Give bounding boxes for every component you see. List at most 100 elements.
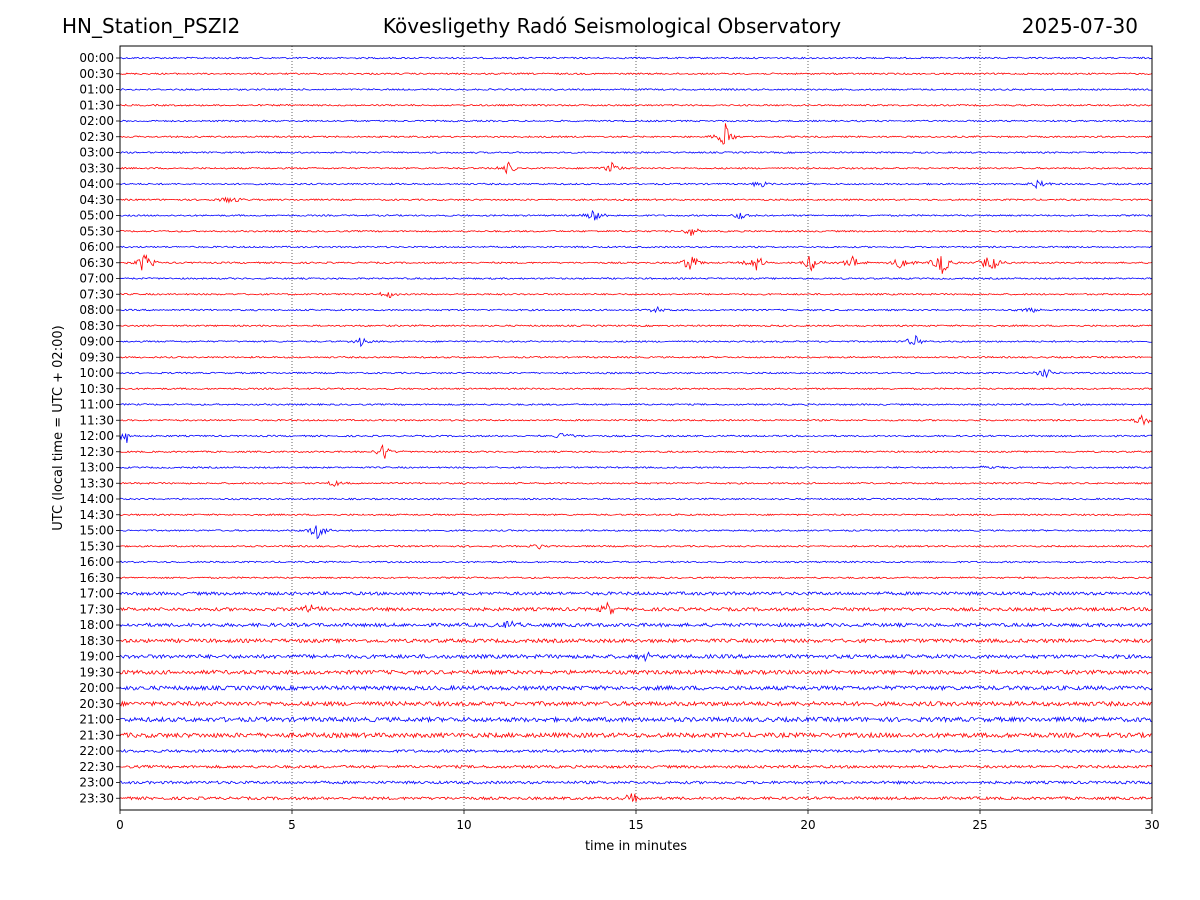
y-tick-label: 15:30 (79, 539, 114, 553)
trace-line (119, 601, 1153, 615)
station-name: HN_Station_PSZI2 (62, 14, 241, 38)
y-tick-label: 16:30 (79, 571, 114, 585)
trace-line (119, 780, 1153, 785)
trace-line (119, 525, 1153, 540)
y-tick-label: 16:00 (79, 555, 114, 569)
y-tick-label: 12:00 (79, 429, 114, 443)
y-tick-label: 05:00 (79, 209, 114, 223)
y-tick-label: 12:30 (79, 445, 114, 459)
trace-line (119, 119, 1153, 123)
y-tick-label: 05:30 (79, 224, 114, 238)
trace-line (119, 497, 1153, 501)
y-tick-label: 06:30 (79, 256, 114, 270)
y-tick-label: 07:00 (79, 272, 114, 286)
trace-line (119, 123, 1153, 145)
y-tick-label: 18:00 (79, 618, 114, 632)
trace-line (119, 305, 1153, 314)
y-tick-label: 02:00 (79, 114, 114, 128)
y-tick-label: 21:30 (79, 728, 114, 742)
x-tick-label: 0 (116, 818, 124, 832)
y-tick-label: 19:00 (79, 650, 114, 664)
y-tick-label: 02:30 (79, 130, 114, 144)
trace-line (119, 368, 1153, 379)
trace-line (119, 56, 1153, 60)
y-tick-label: 01:30 (79, 98, 114, 112)
y-tick-label: 13:30 (79, 476, 114, 490)
trace-line (119, 637, 1153, 644)
trace-line (119, 684, 1153, 692)
trace-line (119, 544, 1153, 550)
y-tick-label: 04:00 (79, 177, 114, 191)
y-tick-label: 22:00 (79, 744, 114, 758)
y-tick-label: 09:30 (79, 350, 114, 364)
trace-line (119, 103, 1153, 107)
trace-line (119, 334, 1153, 348)
y-tick-label: 23:30 (79, 791, 114, 805)
trace-line (119, 387, 1153, 391)
trace-line (119, 245, 1153, 249)
trace-line (119, 291, 1153, 299)
y-tick-label: 00:30 (79, 67, 114, 81)
trace-line (119, 151, 1153, 154)
trace-line (119, 764, 1153, 769)
trace-line (119, 88, 1153, 91)
y-tick-label: 07:30 (79, 287, 114, 301)
y-tick-label: 17:30 (79, 602, 114, 616)
trace-line (119, 277, 1153, 280)
y-tick-label: 03:00 (79, 146, 114, 160)
trace-line (119, 576, 1153, 580)
y-tick-label: 03:30 (79, 161, 114, 175)
y-tick-label: 08:00 (79, 303, 114, 317)
y-tick-label: 14:00 (79, 492, 114, 506)
y-tick-label: 21:00 (79, 713, 114, 727)
trace-line (119, 793, 1153, 803)
y-axis-label: UTC (local time = UTC + 02:00) (51, 325, 66, 530)
y-tick-label: 08:30 (79, 319, 114, 333)
trace-line (119, 443, 1153, 459)
y-tick-label: 10:30 (79, 382, 114, 396)
trace-line (119, 209, 1153, 221)
trace-line (119, 324, 1153, 328)
y-tick-label: 01:00 (79, 83, 114, 97)
y-tick-label: 15:00 (79, 524, 114, 538)
y-tick-label: 19:30 (79, 665, 114, 679)
y-tick-label: 23:00 (79, 776, 114, 790)
trace-line (119, 669, 1153, 676)
y-tick-label: 17:00 (79, 587, 114, 601)
trace-line (119, 651, 1153, 663)
trace-line (119, 748, 1153, 754)
y-tick-label: 18:30 (79, 634, 114, 648)
x-tick-label: 25 (972, 818, 987, 832)
y-tick-label: 13:00 (79, 461, 114, 475)
y-tick-label: 20:00 (79, 681, 114, 695)
y-tick-label: 10:00 (79, 366, 114, 380)
y-tick-label: 11:00 (79, 398, 114, 412)
x-tick-label: 15 (628, 818, 643, 832)
y-tick-label: 04:30 (79, 193, 114, 207)
y-tick-label: 09:00 (79, 335, 114, 349)
y-tick-label: 20:30 (79, 697, 114, 711)
trace-line (119, 700, 1153, 708)
trace-line (119, 432, 1153, 444)
plot-date: 2025-07-30 (1021, 14, 1138, 38)
y-tick-label: 14:30 (79, 508, 114, 522)
trace-line (119, 179, 1153, 190)
y-tick-label: 06:00 (79, 240, 114, 254)
x-tick-label: 10 (456, 818, 471, 832)
trace-line (119, 590, 1153, 597)
trace-line (119, 355, 1152, 359)
y-tick-label: 11:30 (79, 413, 114, 427)
trace-line (119, 161, 1153, 175)
x-tick-label: 20 (800, 818, 815, 832)
trace-line (119, 731, 1153, 739)
trace-line (119, 479, 1153, 487)
y-tick-label: 00:00 (79, 51, 114, 65)
y-tick-label: 22:30 (79, 760, 114, 774)
trace-line (119, 196, 1153, 204)
trace-line (119, 560, 1153, 564)
observatory-title: Kövesligethy Radó Seismological Observat… (382, 14, 842, 38)
trace-line (119, 620, 1153, 628)
trace-line (119, 715, 1153, 724)
trace-line (119, 414, 1153, 426)
trace-line (119, 72, 1153, 76)
